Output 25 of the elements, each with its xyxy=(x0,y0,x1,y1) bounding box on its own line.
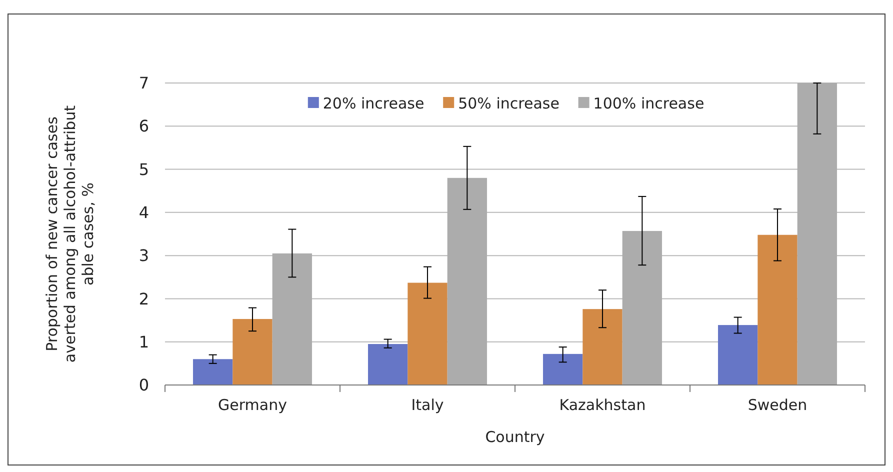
legend-label: 20% increase xyxy=(322,94,424,112)
bar xyxy=(543,354,583,385)
bar xyxy=(718,325,758,385)
bar xyxy=(408,282,448,385)
x-tick-label: Sweden xyxy=(748,396,808,414)
legend-label: 50% increase xyxy=(458,94,560,112)
bar xyxy=(582,309,622,385)
bar xyxy=(758,234,798,385)
y-tick-label: 5 xyxy=(138,160,149,179)
y-axis-title: Proportion of new cancer cases averted among all alcohol-attribut able cases, % xyxy=(43,105,97,363)
y-tick-label: 2 xyxy=(138,289,149,308)
y-tick-label: 0 xyxy=(138,376,149,395)
y-tick-label: 4 xyxy=(138,203,149,222)
y-tick-label: 1 xyxy=(138,332,149,352)
y-tick-label: 3 xyxy=(138,246,149,266)
x-axis-title: Country xyxy=(485,428,545,446)
x-tick-label: Kazakhstan xyxy=(559,396,646,414)
x-tick-label: Italy xyxy=(411,396,444,414)
bar xyxy=(232,318,272,385)
y-tick-label: 7 xyxy=(138,74,149,93)
y-tick-label: 6 xyxy=(138,116,149,136)
bar xyxy=(368,344,408,385)
bar xyxy=(193,359,233,385)
legend-label: 100% increase xyxy=(593,94,704,112)
x-tick-label: Germany xyxy=(218,396,288,414)
